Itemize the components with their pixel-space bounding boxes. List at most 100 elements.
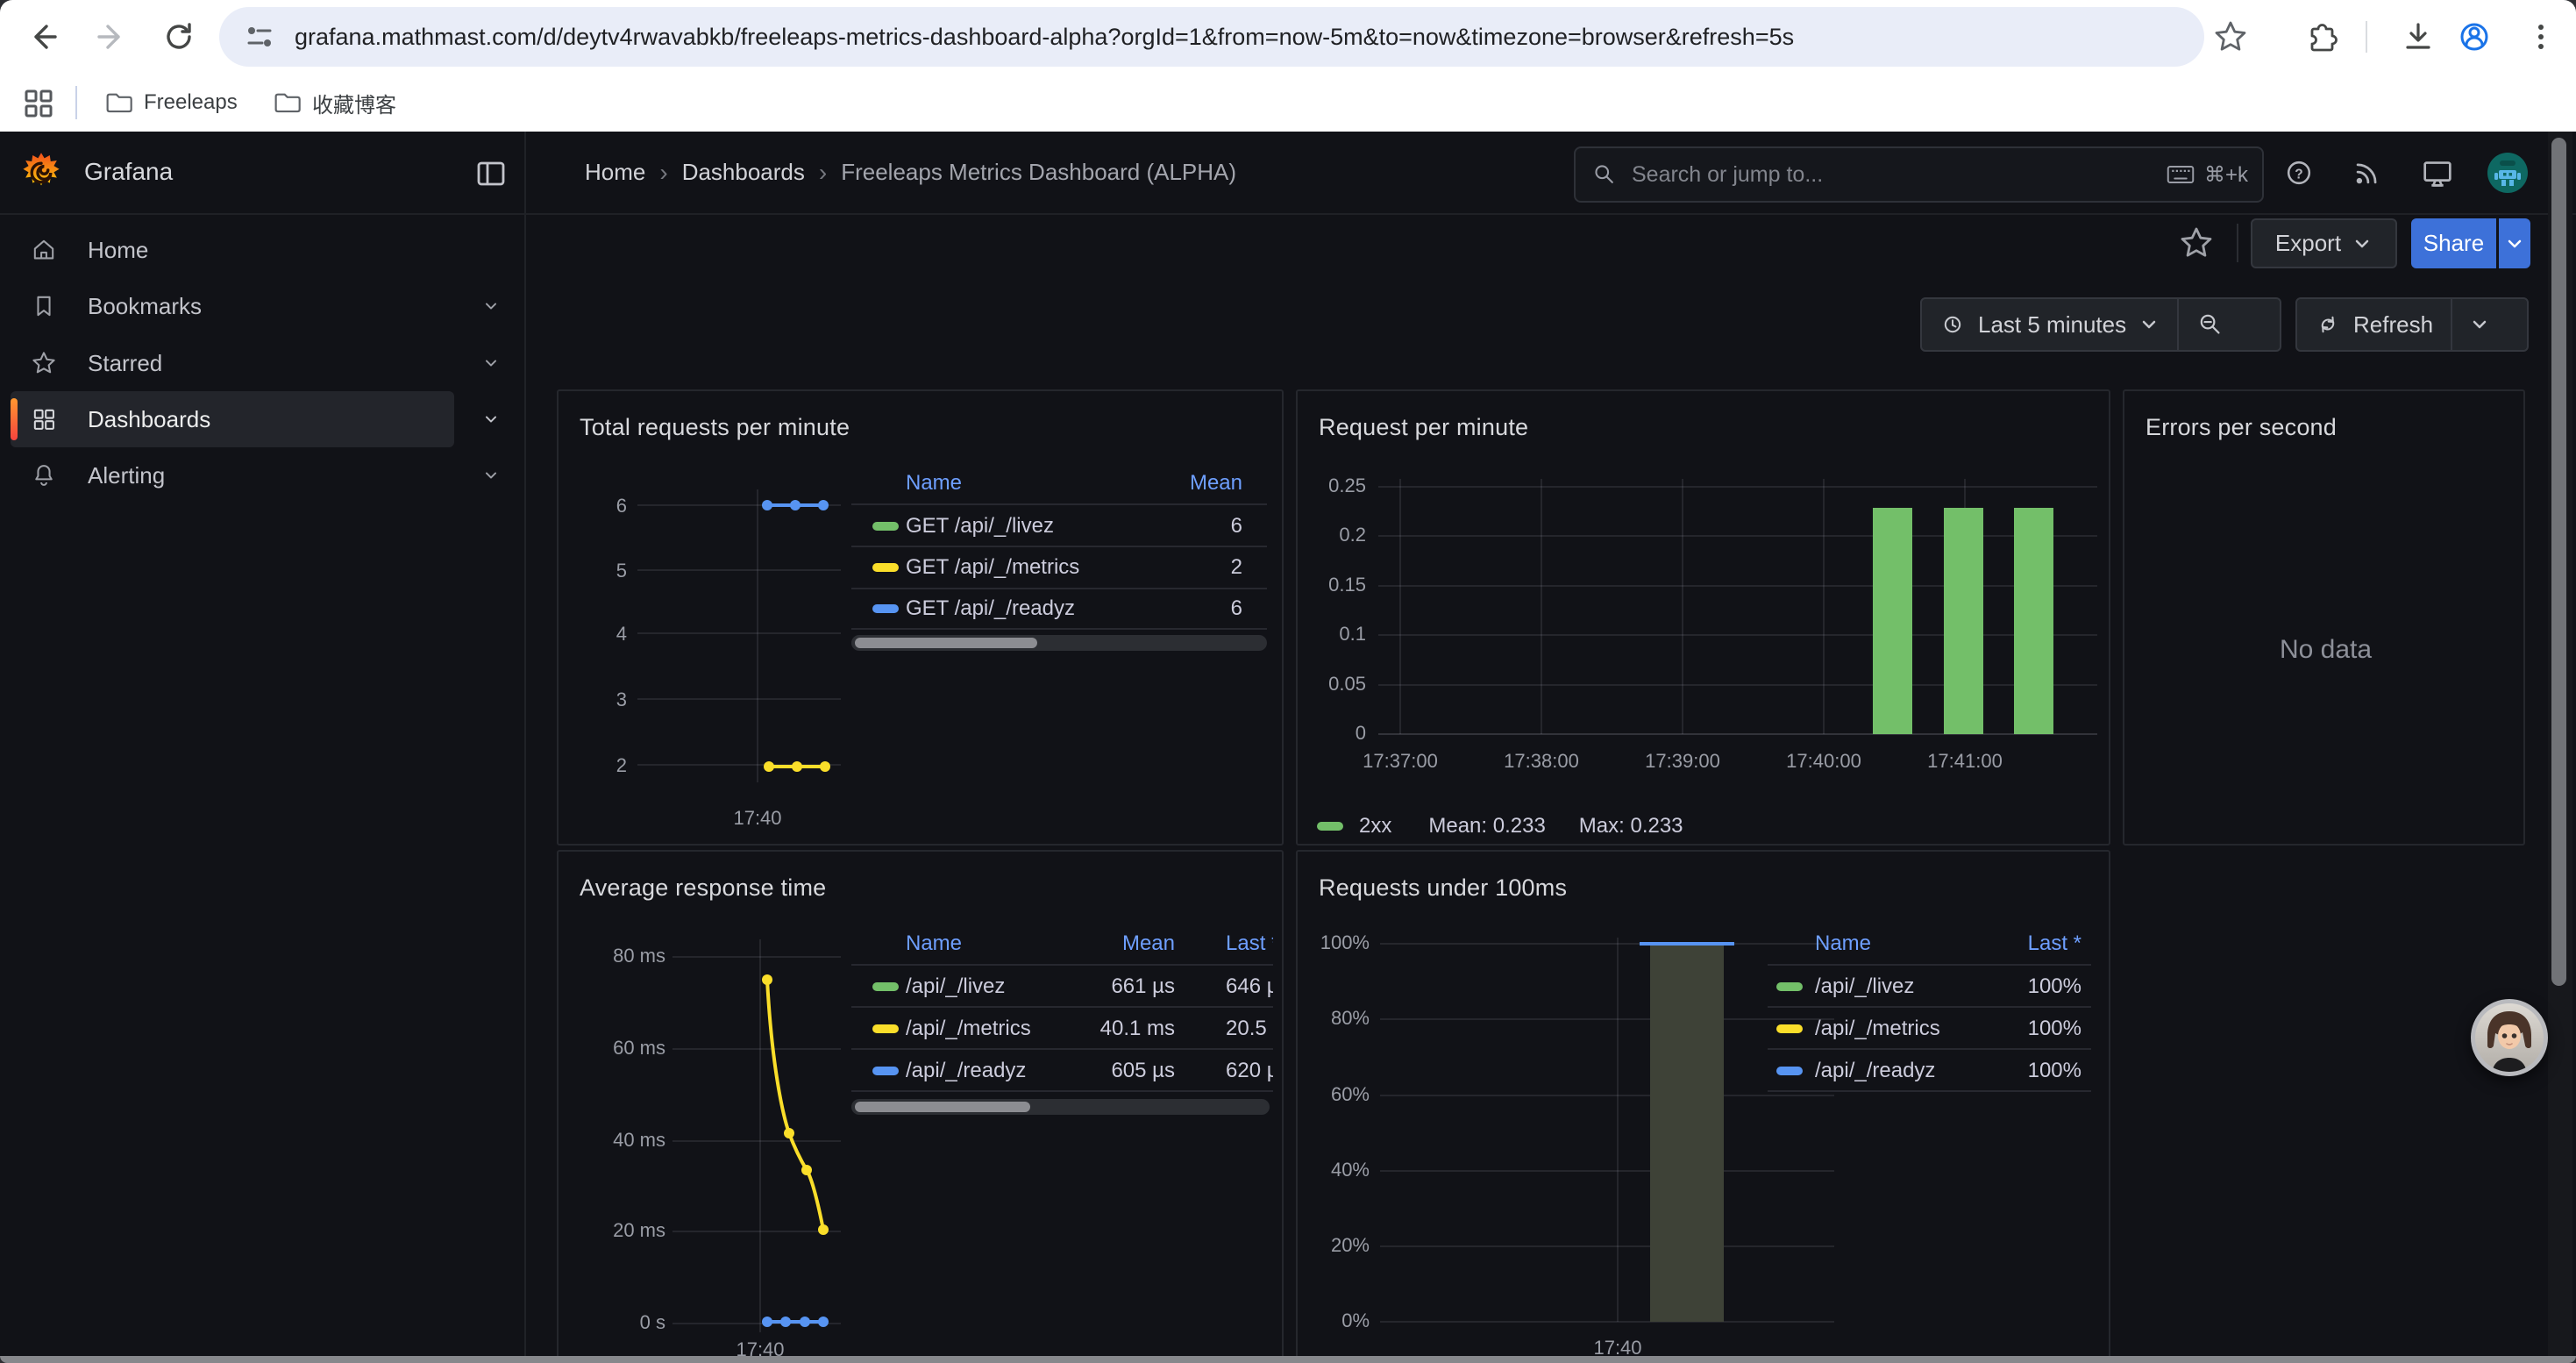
back-icon[interactable] (25, 18, 63, 56)
sidebar-item-starred[interactable]: Starred (11, 339, 454, 388)
panel-average-response-time: Average response time 80 ms 60 ms 40 ms … (557, 850, 1284, 1363)
page-scrollbar-thumb[interactable] (2551, 138, 2566, 986)
refresh-button[interactable]: Refresh (2297, 299, 2451, 350)
panel-errors-per-second: Errors per second No data (2123, 389, 2525, 846)
zoom-out-button[interactable] (2179, 299, 2242, 350)
legend-mean: 40.1 ms (1006, 1017, 1175, 1041)
assistant-avatar-widget[interactable] (2471, 999, 2548, 1076)
legend-header-mean[interactable]: Mean (1085, 471, 1242, 496)
table-divider (851, 1006, 1273, 1008)
legend-scrollbar-thumb[interactable] (855, 1102, 1030, 1112)
legend-header-mean[interactable]: Mean (1006, 931, 1175, 956)
profile-icon[interactable] (2455, 18, 2494, 56)
series-color-pill (872, 604, 899, 613)
series-color-pill (872, 1024, 899, 1033)
extensions-icon[interactable] (2301, 18, 2339, 56)
screen: Freeleaps 收藏博客 Grafana Home Bookmarks St… (0, 0, 2576, 1363)
legend-last: 100% (1941, 974, 2081, 999)
series-color-pill (1317, 822, 1343, 831)
legend-last: 20.5 ms (1226, 1017, 1273, 1041)
chevron-down-icon[interactable] (479, 407, 503, 432)
bookmark-star-icon[interactable] (2211, 18, 2250, 56)
breadcrumb-separator: › (645, 159, 681, 187)
url-bar[interactable] (219, 7, 2204, 67)
series-color-pill (872, 1067, 899, 1075)
legend-name[interactable]: /api/_/livez (906, 974, 1005, 999)
selected-indicator (11, 398, 18, 440)
legend-mean: 661 µs (1006, 974, 1175, 999)
reload-icon[interactable] (160, 18, 198, 56)
panel-title[interactable]: Errors per second (2145, 414, 2337, 441)
sidebar-item-bookmarks[interactable]: Bookmarks (11, 282, 454, 331)
legend-scrollbar-thumb[interactable] (855, 638, 1037, 648)
refresh-interval-button[interactable] (2452, 299, 2507, 350)
sidebar-border (524, 132, 526, 1363)
bookmark-folder-blogs[interactable]: 收藏博客 (263, 84, 405, 121)
time-range-button[interactable]: Last 5 minutes (1922, 299, 2177, 350)
sidebar-item-label: Alerting (88, 462, 165, 489)
bookmarks-divider (75, 86, 77, 119)
sidebar-item-home[interactable]: Home (11, 225, 454, 275)
legend-series[interactable]: 2xx (1359, 814, 1391, 838)
chevron-down-icon[interactable] (479, 351, 503, 375)
breadcrumb-current: Freeleaps Metrics Dashboard (ALPHA) (841, 159, 1236, 186)
legend-name[interactable]: /api/_/readyz (1815, 1059, 1935, 1083)
sidebar-toggle-icon[interactable] (472, 154, 510, 193)
url-input[interactable] (293, 23, 2173, 52)
legend-value: 2 (1085, 555, 1242, 580)
star-icon (30, 349, 58, 377)
legend-name[interactable]: GET /api/_/metrics (906, 555, 1079, 580)
table-divider (1768, 1090, 2091, 1092)
breadcrumb-dashboards[interactable]: Dashboards (682, 159, 805, 186)
sidebar-item-alerting[interactable]: Alerting (11, 451, 454, 500)
legend-header-last[interactable]: Last * (1226, 931, 1273, 956)
legend-name[interactable]: GET /api/_/livez (906, 514, 1054, 539)
breadcrumb-separator: › (805, 159, 841, 187)
search-box[interactable]: ⌘+k (1574, 146, 2264, 203)
bookmark-folder-freeleaps[interactable]: Freeleaps (95, 84, 246, 121)
monitor-icon[interactable] (2419, 155, 2456, 192)
grafana-logo (19, 151, 63, 195)
rss-icon[interactable] (2350, 155, 2385, 190)
site-settings-icon[interactable] (240, 18, 279, 56)
series-color-pill (872, 563, 899, 572)
clock-icon (1939, 311, 1966, 338)
sidebar-item-dashboards[interactable]: Dashboards (11, 391, 454, 447)
share-button[interactable]: Share (2411, 218, 2496, 268)
chevron-down-icon (2138, 314, 2160, 335)
downloads-icon[interactable] (2399, 18, 2437, 56)
legend-mean: Mean: 0.233 (1428, 814, 1545, 838)
search-input[interactable] (1630, 161, 2166, 189)
export-button[interactable]: Export (2251, 218, 2397, 268)
chevron-down-icon[interactable] (479, 294, 503, 318)
legend-name[interactable]: /api/_/livez (1815, 974, 1914, 999)
zoom-out-icon (2196, 310, 2224, 339)
apps-grid-icon[interactable] (19, 84, 58, 123)
home-icon (30, 236, 58, 264)
bookmark-folder-label: 收藏博客 (312, 88, 396, 118)
folder-icon (103, 88, 133, 118)
legend-name[interactable]: /api/_/metrics (1815, 1017, 1940, 1041)
legend-header-last[interactable]: Last * (1941, 931, 2081, 956)
breadcrumb-home[interactable]: Home (585, 159, 645, 186)
legend-value: 6 (1085, 596, 1242, 621)
help-icon[interactable]: ? (2281, 155, 2316, 190)
share-label: Share (2423, 230, 2484, 257)
legend-value: 6 (1085, 514, 1242, 539)
user-avatar[interactable] (2487, 153, 2528, 193)
legend-mean: 605 µs (1006, 1059, 1175, 1083)
browser-menu-icon[interactable] (2522, 18, 2560, 56)
search-shortcut: ⌘+k (2204, 162, 2248, 188)
legend-header-name[interactable]: Name (1815, 931, 1871, 956)
legend-header-name[interactable]: Name (906, 471, 962, 496)
share-menu-button[interactable] (2499, 218, 2530, 268)
series-color-pill (872, 522, 899, 531)
favorite-star-icon[interactable] (2177, 224, 2216, 262)
table-divider (851, 588, 1267, 589)
chevron-down-icon[interactable] (479, 463, 503, 488)
legend-name[interactable]: GET /api/_/readyz (906, 596, 1075, 621)
forward-icon[interactable] (91, 18, 130, 56)
legend-header-name[interactable]: Name (906, 931, 962, 956)
toolbar-divider (2366, 21, 2367, 53)
sidebar-item-label: Bookmarks (88, 293, 202, 320)
